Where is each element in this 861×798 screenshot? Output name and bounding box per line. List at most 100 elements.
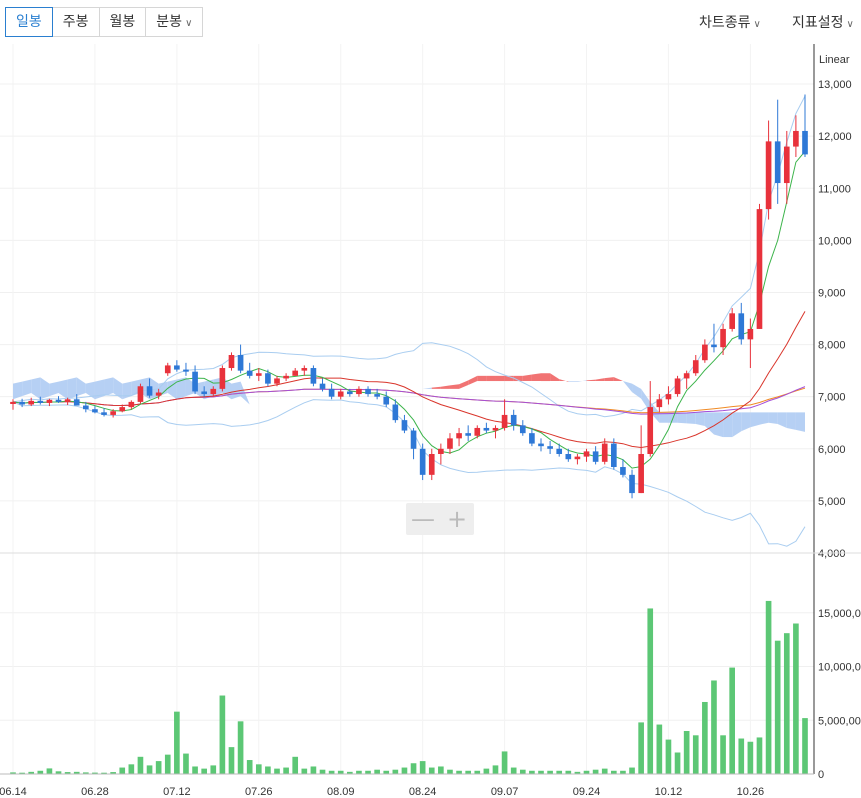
volume-bar bbox=[510, 767, 517, 774]
candle-body bbox=[164, 365, 171, 374]
candle-body bbox=[629, 474, 635, 494]
volume-bar bbox=[83, 772, 89, 774]
volume-bar bbox=[137, 756, 144, 774]
minute-tab-label: 분봉 bbox=[156, 14, 183, 30]
volume-bar bbox=[556, 770, 563, 774]
volume-bar bbox=[547, 770, 553, 774]
candle-body bbox=[665, 394, 672, 400]
cloud-segment bbox=[231, 381, 241, 400]
volume-bar bbox=[210, 765, 217, 774]
volume-bar bbox=[274, 768, 280, 774]
volume-bar bbox=[465, 770, 471, 774]
volume-bar bbox=[702, 701, 708, 774]
cloud-segment bbox=[768, 412, 778, 425]
candle-body bbox=[465, 433, 471, 436]
candle-body bbox=[201, 391, 207, 395]
volume-bar bbox=[456, 770, 462, 774]
volume-bar bbox=[565, 770, 572, 774]
candle-body bbox=[19, 401, 25, 405]
candle-body bbox=[501, 414, 508, 428]
cloud-segment bbox=[604, 377, 614, 382]
x-tick-label: 06.28 bbox=[81, 786, 109, 798]
scale-mode-label[interactable]: Linear bbox=[819, 54, 850, 66]
volume-bar bbox=[164, 754, 171, 774]
volume-bar bbox=[246, 760, 253, 774]
volume-bar bbox=[656, 724, 663, 774]
x-tick-label: 08.09 bbox=[327, 786, 355, 798]
candle-body bbox=[556, 448, 563, 454]
candle-body bbox=[702, 344, 708, 361]
candle-body bbox=[474, 427, 481, 436]
daily-tab[interactable]: 일봉 bbox=[5, 7, 53, 37]
chart-type-label: 차트종류 bbox=[699, 15, 751, 31]
cloud-segment bbox=[741, 412, 751, 432]
candle-body bbox=[574, 456, 581, 460]
volume-bar bbox=[638, 722, 644, 774]
candle-body bbox=[547, 446, 553, 449]
candle-body bbox=[28, 400, 35, 405]
cloud-segment bbox=[13, 381, 23, 400]
volume-bar bbox=[265, 766, 271, 774]
candle-body bbox=[756, 209, 763, 329]
x-tick-label: 10.12 bbox=[655, 786, 683, 798]
cloud-segment bbox=[632, 383, 642, 399]
volume-bar bbox=[783, 633, 790, 774]
candle-body bbox=[729, 313, 735, 329]
volume-bar bbox=[301, 768, 308, 774]
volume-bar bbox=[620, 770, 626, 774]
cloud-segment bbox=[713, 412, 724, 438]
cloud-segment bbox=[531, 373, 541, 382]
weekly-tab[interactable]: 주봉 bbox=[53, 8, 100, 36]
cloud-segment bbox=[786, 412, 796, 430]
cloud-segment bbox=[267, 403, 277, 404]
candle-body bbox=[155, 392, 162, 396]
band-upper-line bbox=[12, 95, 806, 418]
volume-tick-label: 15,000,000 bbox=[818, 608, 861, 620]
volume-tick-label: 10,000,000 bbox=[818, 662, 861, 674]
cloud-segment bbox=[541, 373, 551, 382]
cloud-segment bbox=[568, 381, 578, 382]
chart-type-dropdown[interactable]: 차트종류 ∨ bbox=[699, 12, 761, 32]
candles bbox=[10, 94, 808, 499]
cloud-segment bbox=[686, 412, 696, 425]
volume-bar bbox=[374, 769, 380, 774]
volume-bar bbox=[101, 772, 107, 774]
indicator-settings-dropdown[interactable]: 지표설정 ∨ bbox=[792, 12, 854, 32]
cloud-segment bbox=[659, 412, 669, 423]
volume-bar bbox=[601, 768, 608, 774]
candle-body bbox=[638, 454, 644, 494]
cloud-segment bbox=[113, 377, 123, 400]
volume-bar bbox=[492, 765, 499, 774]
volume-bar bbox=[674, 752, 681, 774]
price-tick-label: 6,000 bbox=[818, 444, 846, 456]
price-tick-label: 5,000 bbox=[818, 496, 846, 508]
volume-bar bbox=[128, 764, 135, 774]
volume-bar bbox=[419, 761, 426, 774]
x-tick-label: 08.24 bbox=[409, 786, 437, 798]
volume-bar bbox=[365, 770, 371, 774]
zoom-out-button[interactable]: — bbox=[411, 505, 435, 533]
zoom-in-button[interactable]: + bbox=[446, 505, 468, 533]
candle-body bbox=[647, 407, 654, 454]
candle-body bbox=[683, 373, 690, 379]
stock-chart[interactable]: 4,000 5,000 6,000 7,000 8,000 9,000 10,000 11,0… bbox=[0, 44, 861, 798]
cloud-segment bbox=[40, 377, 50, 400]
cloud-segment bbox=[331, 403, 341, 406]
cloud-segment bbox=[31, 377, 41, 400]
candle-body bbox=[410, 430, 417, 449]
candle-body bbox=[711, 344, 717, 348]
cloud-segment bbox=[704, 412, 714, 435]
cloud-segment bbox=[85, 381, 95, 400]
minute-tab[interactable]: 분봉 ∨ bbox=[146, 8, 202, 36]
candle-body bbox=[255, 373, 262, 376]
monthly-tab[interactable]: 월봉 bbox=[100, 8, 147, 36]
volume-bar bbox=[174, 711, 180, 774]
volume-bar bbox=[720, 735, 726, 774]
candle-body bbox=[283, 375, 289, 379]
candle-body bbox=[128, 401, 135, 408]
chevron-down-icon: ∨ bbox=[846, 19, 854, 30]
price-tick-label: 12,000 bbox=[818, 131, 852, 143]
cloud-segment bbox=[67, 377, 77, 400]
cloud-segment bbox=[559, 379, 569, 382]
cloud-segment bbox=[22, 379, 32, 397]
